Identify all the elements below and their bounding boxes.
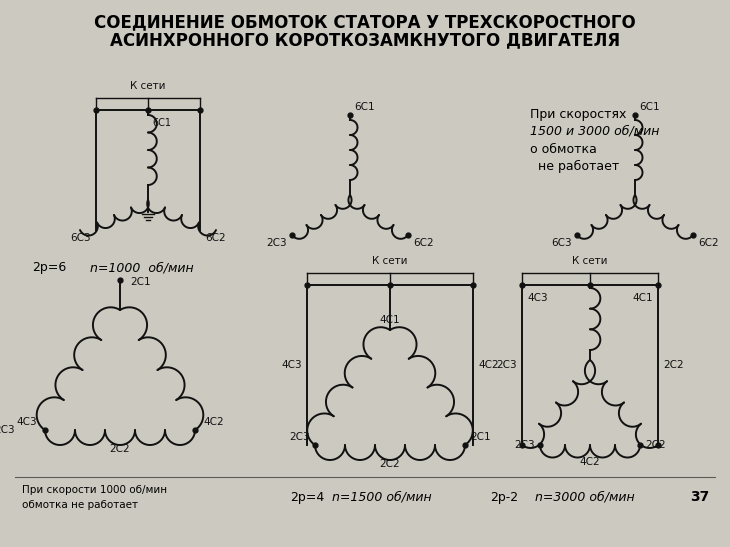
Text: 4С3: 4С3 xyxy=(527,293,548,303)
Text: 4С3: 4С3 xyxy=(281,360,302,370)
Text: 2С2: 2С2 xyxy=(110,444,131,454)
Text: 6С2: 6С2 xyxy=(698,238,718,248)
Text: 37: 37 xyxy=(691,490,710,504)
Text: АСИНХРОННОГО КОРОТКОЗАМКНУТОГО ДВИГАТЕЛЯ: АСИНХРОННОГО КОРОТКОЗАМКНУТОГО ДВИГАТЕЛЯ xyxy=(110,31,620,49)
Text: 6С1: 6С1 xyxy=(152,118,171,128)
Text: обмотка не работает: обмотка не работает xyxy=(22,500,138,510)
Text: 2С2: 2С2 xyxy=(645,440,666,450)
Text: 4С3: 4С3 xyxy=(16,417,37,427)
Text: При скорости 1000 об/мин: При скорости 1000 об/мин xyxy=(22,485,167,495)
Text: 2С3: 2С3 xyxy=(266,238,287,248)
Text: При скоростях: При скоростях xyxy=(530,108,626,121)
Text: 2С3: 2С3 xyxy=(496,360,517,370)
Text: 6С2: 6С2 xyxy=(205,233,226,243)
Text: 6С1: 6С1 xyxy=(639,102,660,112)
Text: n=1500 об/мин: n=1500 об/мин xyxy=(332,491,431,503)
Text: n=3000 об/мин: n=3000 об/мин xyxy=(535,491,634,503)
Text: 2С2: 2С2 xyxy=(380,459,400,469)
Text: 2С1: 2С1 xyxy=(130,277,150,287)
Text: 2р=4: 2р=4 xyxy=(290,491,324,503)
Text: 2С3: 2С3 xyxy=(289,432,310,442)
Text: 4С1: 4С1 xyxy=(380,315,400,325)
Text: 4С2: 4С2 xyxy=(478,360,499,370)
Text: 6С3: 6С3 xyxy=(70,233,91,243)
Text: 4С1: 4С1 xyxy=(632,293,653,303)
Text: 2С3: 2С3 xyxy=(0,425,15,435)
Text: 4С2: 4С2 xyxy=(203,417,223,427)
Text: К сети: К сети xyxy=(372,256,408,266)
Text: n=1000  об/мин: n=1000 об/мин xyxy=(90,261,193,275)
Text: К сети: К сети xyxy=(572,256,608,266)
Text: 6С2: 6С2 xyxy=(413,238,434,248)
Text: СОЕДИНЕНИЕ ОБМОТОК СТАТОРА У ТРЕХСКОРОСТНОГО: СОЕДИНЕНИЕ ОБМОТОК СТАТОРА У ТРЕХСКОРОСТ… xyxy=(94,13,636,31)
Text: 4С2: 4С2 xyxy=(580,457,600,467)
Text: К сети: К сети xyxy=(130,81,166,91)
Text: 2С2: 2С2 xyxy=(663,360,683,370)
Text: 2С3: 2С3 xyxy=(515,440,535,450)
Text: 6С3: 6С3 xyxy=(551,238,572,248)
Text: 2р-2: 2р-2 xyxy=(490,491,518,503)
Text: 2р=6: 2р=6 xyxy=(32,261,66,275)
Text: о обмотка: о обмотка xyxy=(530,143,597,156)
Text: не работает: не работает xyxy=(530,160,619,173)
Text: 2С1: 2С1 xyxy=(470,432,491,442)
Text: 1500 и 3000 об/мин: 1500 и 3000 об/мин xyxy=(530,125,659,138)
Text: 6С1: 6С1 xyxy=(354,102,374,112)
